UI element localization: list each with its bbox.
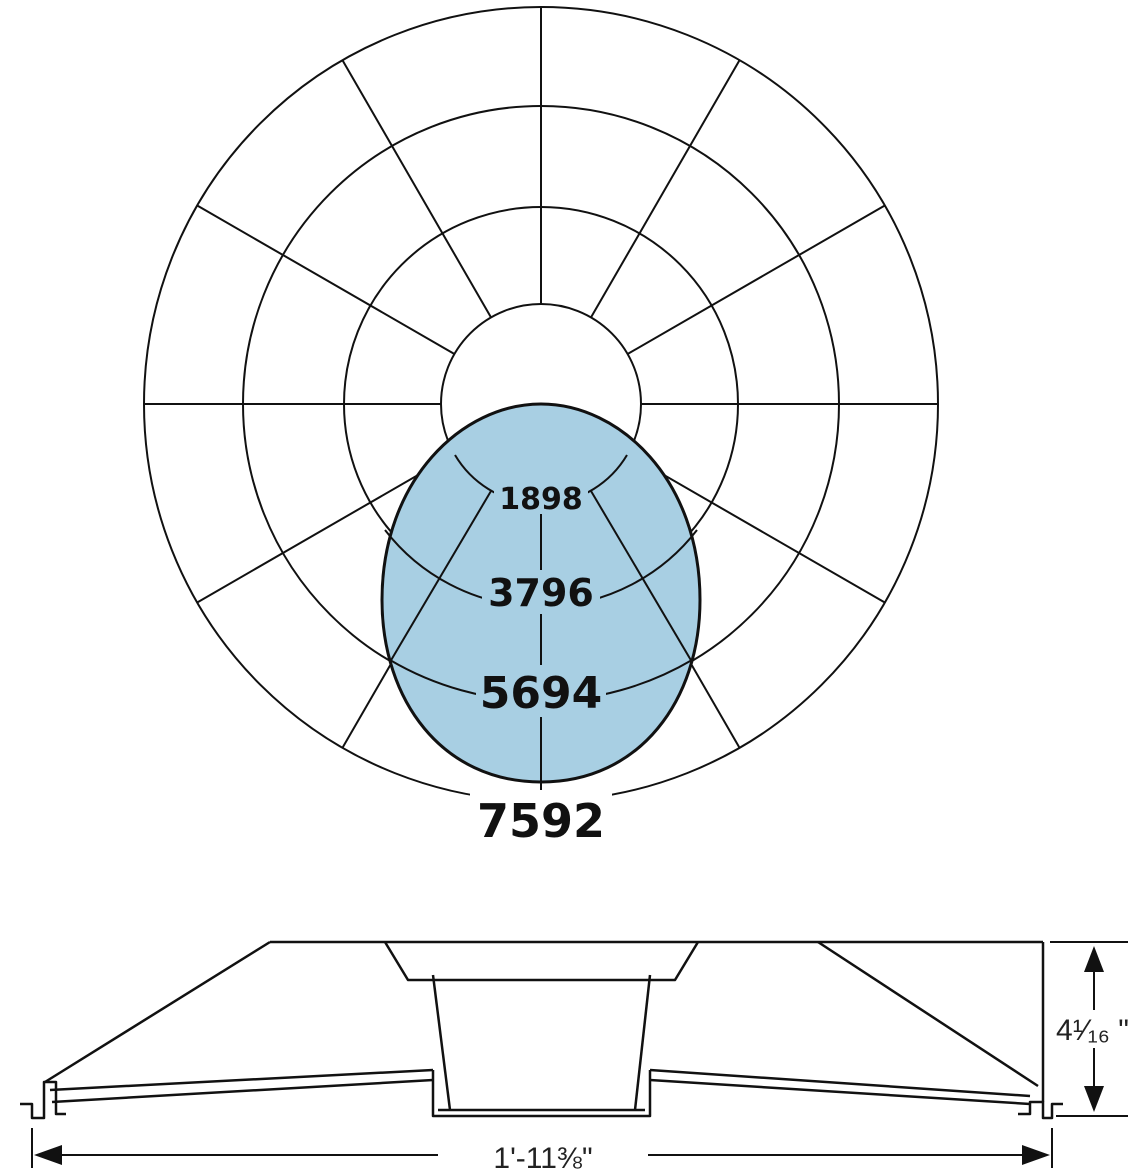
ring-label-5694: 5694: [480, 668, 602, 719]
knockout-3796: [482, 570, 600, 614]
center-housing-top: [383, 941, 700, 982]
fixture-left-slope-lower: [51, 1078, 434, 1104]
fixture-right-slope-inner: [649, 1068, 1031, 1098]
housing-right-wall: [633, 974, 652, 1111]
width-label: 1'-11⅜": [493, 1142, 592, 1171]
polar-spoke-210: [196, 204, 455, 355]
polar-spoke-300: [590, 59, 741, 318]
polar-spoke-150: [196, 453, 455, 604]
width-arrow-left: [34, 1145, 62, 1165]
fixture-right-slope: [817, 940, 1039, 1088]
fixture-profile: [20, 940, 1063, 1120]
fixture-left-slope: [44, 940, 271, 1084]
housing-left-wall: [431, 974, 452, 1111]
ring-label-7592: 7592: [477, 794, 605, 848]
spoke-overlay-150: [389, 490, 492, 663]
height-dimension: [1050, 941, 1128, 1117]
right-flange: [1018, 1100, 1063, 1120]
knockout-7592: [470, 790, 612, 842]
width-dimension: [31, 1128, 1053, 1168]
left-flange: [20, 1080, 66, 1120]
fixture-left-slope-inner: [49, 1068, 434, 1092]
label-knockouts-inner: [476, 480, 606, 717]
fixture-right-slope-lower: [649, 1078, 1031, 1106]
label-knockouts: [470, 790, 612, 842]
polar-spoke-30: [627, 453, 886, 604]
height-label: 4¹⁄₁₆ ": [1056, 1014, 1129, 1047]
ring-label-3796: 3796: [488, 571, 594, 615]
height-label-bg: [1052, 1010, 1144, 1048]
ring-label-1898: 1898: [499, 482, 583, 517]
height-arrow-up: [1084, 946, 1104, 972]
lens-tray: [431, 1070, 652, 1118]
knockout-1898: [494, 480, 588, 514]
knockout-5694: [476, 665, 606, 717]
height-arrow-down: [1084, 1086, 1104, 1112]
polar-spoke-330: [627, 204, 886, 355]
spoke-overlay-210: [590, 490, 693, 663]
width-arrow-right: [1022, 1145, 1050, 1165]
polar-spoke-240: [341, 59, 492, 318]
